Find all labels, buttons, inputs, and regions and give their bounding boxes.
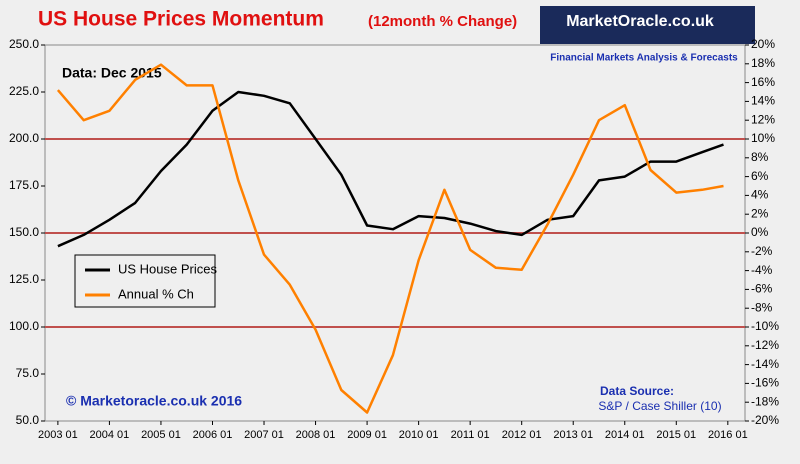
y2-tick-label: 14%	[751, 94, 775, 108]
y-tick-label: 175.0	[9, 178, 39, 192]
logo-box	[540, 6, 755, 44]
annotation: Data Source:	[600, 384, 674, 398]
y2-tick-label: 2%	[751, 206, 769, 220]
y2-tick-label: 16%	[751, 75, 775, 89]
y-tick-label: 150.0	[9, 225, 39, 239]
y2-tick-label: -20%	[751, 413, 779, 427]
x-tick-label: 2007 01	[244, 429, 284, 441]
y2-tick-label: 18%	[751, 56, 775, 70]
plot	[45, 63, 745, 414]
y2-tick-label: 8%	[751, 150, 769, 164]
x-tick-label: 2012 01	[502, 429, 542, 441]
x-tick-label: 2010 01	[399, 429, 439, 441]
x-tick-label: 2015 01	[656, 429, 696, 441]
y-tick-label: 75.0	[16, 366, 40, 380]
y-tick-label: 125.0	[9, 272, 39, 286]
x-tick-label: 2011 01	[451, 429, 490, 441]
logo-name: MarketOracle.co.uk	[566, 13, 714, 30]
y2-tick-label: 4%	[751, 188, 769, 202]
y2-tick-label: 0%	[751, 225, 769, 239]
y-tick-label: 250.0	[9, 37, 39, 51]
data-line	[56, 63, 724, 414]
annotation: © Marketoracle.co.uk 2016	[66, 393, 242, 409]
x-tick-label: 2005 01	[141, 429, 181, 441]
x-tick-label: 2009 01	[347, 429, 387, 441]
y2-tick-label: -8%	[751, 300, 773, 314]
y2-tick-label: -6%	[751, 282, 773, 296]
y2-tick-label: -10%	[751, 319, 779, 333]
y2-tick-label: -18%	[751, 394, 779, 408]
y-tick-label: 50.0	[16, 413, 40, 427]
y2-tick-label: -4%	[751, 263, 773, 277]
x-tick-label: 2006 01	[193, 429, 233, 441]
y-tick-label: 225.0	[9, 84, 39, 98]
legend-label: US House Prices	[118, 261, 217, 276]
x-tick-label: 2003 01	[38, 429, 78, 441]
y2-tick-label: -12%	[751, 338, 779, 352]
y2-tick-label: -14%	[751, 357, 779, 371]
chart-subtitle: (12month % Change)	[368, 13, 517, 30]
annotation: Data: Dec 2015	[62, 65, 162, 81]
x-tick-label: 2008 01	[296, 429, 336, 441]
x-tick-label: 2014 01	[605, 429, 645, 441]
x-tick-label: 2013 01	[553, 429, 593, 441]
y2-tick-label: 12%	[751, 112, 775, 126]
annotation: S&P / Case Shiller (10)	[598, 399, 721, 413]
legend-label: Annual % Ch	[118, 286, 194, 301]
x-tick-label: 2004 01	[90, 429, 130, 441]
y2-tick-label: -16%	[751, 376, 779, 390]
y-tick-label: 200.0	[9, 131, 39, 145]
x-tick-label: 2016 01	[708, 429, 748, 441]
y2-tick-label: 6%	[751, 169, 769, 183]
chart-title: US House Prices Momentum	[38, 8, 324, 31]
logo-tagline: Financial Markets Analysis & Forecasts	[550, 53, 738, 64]
y2-tick-label: 20%	[751, 37, 775, 51]
data-line	[57, 90, 724, 248]
y2-tick-label: 10%	[751, 131, 775, 145]
legend	[74, 254, 216, 308]
y-tick-label: 100.0	[9, 319, 39, 333]
y2-tick-label: -2%	[751, 244, 773, 258]
